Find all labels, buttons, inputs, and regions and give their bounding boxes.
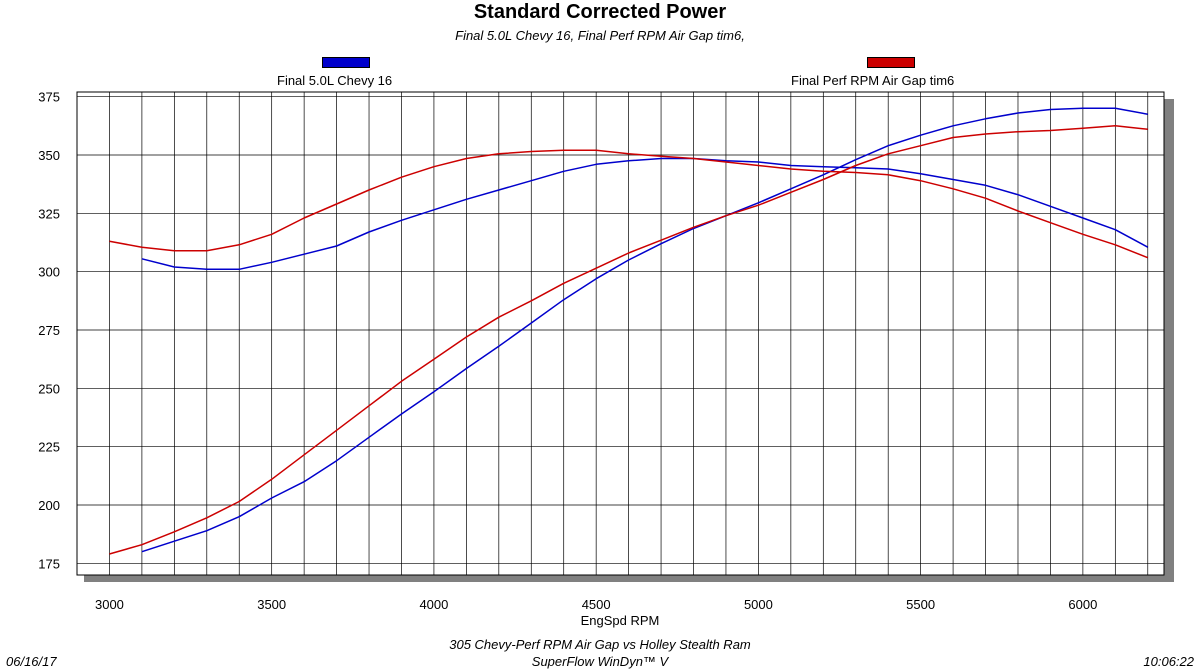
legend-label-series-1: Final 5.0L Chevy 16	[277, 73, 393, 88]
chart-title: Standard Corrected Power	[473, 1, 727, 23]
chart-subtitle: Final 5.0L Chevy 16, Final Perf RPM Air …	[455, 28, 745, 43]
y-tick-label: 200	[38, 498, 60, 513]
y-tick-label: 225	[38, 440, 60, 455]
series-2-curve-2	[109, 125, 1148, 555]
x-tick-label: 4000	[419, 597, 448, 612]
x-axis-label: EngSpd RPM	[581, 613, 660, 628]
y-tick-label: 275	[38, 323, 60, 338]
y-tick-label: 325	[38, 206, 60, 221]
x-tick-label: 3000	[95, 597, 124, 612]
footer-time: 10:06:22	[1143, 654, 1194, 669]
footer-description: 305 Chevy-Perf RPM Air Gap vs Holley Ste…	[449, 637, 751, 652]
legend-swatch-series-2	[867, 57, 915, 68]
x-tick-label: 6000	[1068, 597, 1097, 612]
y-tick-label: 250	[38, 381, 60, 396]
series-2-curve-1	[109, 149, 1149, 259]
legend-label-series-2: Final Perf RPM Air Gap tim6	[791, 73, 955, 88]
y-tick-label: 300	[38, 265, 60, 280]
series-1-curve-1	[141, 157, 1149, 271]
x-tick-label: 5500	[906, 597, 935, 612]
x-tick-label: 3500	[257, 597, 286, 612]
x-tick-label: 5000	[744, 597, 773, 612]
y-axis-tick-labels: 175 200 225 250 275 300 325 350 375	[38, 90, 60, 572]
series-1-curve-2	[141, 107, 1148, 553]
x-axis-tick-labels: 3000 3500 4000 4500 5000 5500 6000	[95, 597, 1097, 612]
x-tick-label: 4500	[582, 597, 611, 612]
y-tick-label: 175	[38, 556, 60, 571]
footer-software: SuperFlow WinDyn™ V	[531, 654, 669, 669]
vertical-gridlines	[76, 92, 1149, 575]
y-tick-label: 350	[38, 148, 60, 163]
y-tick-label: 375	[38, 90, 60, 105]
series-layer	[109, 107, 1149, 555]
plot-area	[76, 91, 1165, 576]
legend-swatch-series-1	[322, 57, 370, 68]
footer-date: 06/16/17	[6, 654, 57, 669]
